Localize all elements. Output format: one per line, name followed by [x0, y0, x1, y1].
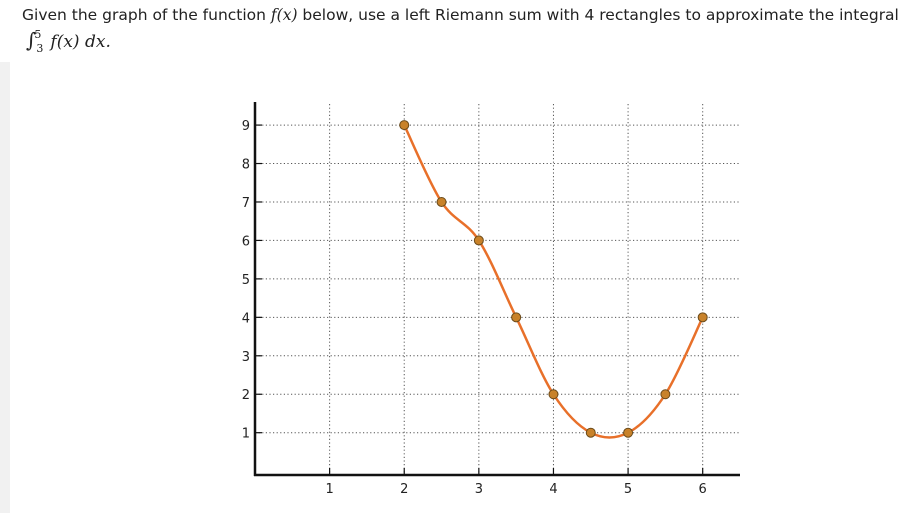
data-point: [623, 427, 634, 438]
curve-layer: [403, 124, 704, 439]
integral-upper-limit: 5: [34, 28, 42, 41]
y-tick-label: 8: [242, 158, 250, 173]
x-tick-label: 3: [475, 482, 483, 497]
data-point: [585, 427, 596, 438]
data-point: [399, 120, 410, 131]
integral-expression: ∫53 f(x) dx.: [26, 28, 111, 55]
data-point: [436, 196, 447, 207]
x-tick-label: 1: [325, 482, 333, 497]
data-point: [548, 389, 559, 400]
y-tick-label: 9: [242, 119, 250, 134]
function-curve: [403, 124, 704, 439]
x-tick-label: 5: [624, 482, 632, 497]
y-tick-label: 5: [242, 273, 250, 288]
y-tick-label: 1: [242, 427, 250, 442]
y-tick-label: 6: [242, 234, 250, 249]
tick-labels: 1 2 3 4 5 6 1 2 3 4 5 6 7 8 9: [242, 119, 707, 497]
integrand: f(x) dx.: [50, 32, 111, 52]
grid-lines: [255, 104, 740, 475]
tick-marks: [255, 124, 704, 475]
question-text: Given the graph of the function f(x) bel…: [22, 4, 902, 26]
x-tick-label: 6: [699, 482, 707, 497]
x-tick-label: 4: [549, 482, 557, 497]
y-tick-label: 7: [242, 196, 250, 211]
y-tick-label: 4: [242, 311, 250, 326]
data-points: [399, 120, 708, 438]
y-tick-label: 3: [242, 350, 250, 365]
y-tick-label: 2: [242, 388, 250, 403]
x-tick-label: 2: [400, 482, 408, 497]
integral-lower-limit: 3: [36, 42, 44, 55]
data-point: [697, 312, 708, 323]
question-text-before: Given the graph of the function: [22, 6, 271, 24]
data-point: [511, 312, 522, 323]
function-name: f(x): [270, 6, 298, 24]
axes: [253, 102, 740, 477]
data-point: [473, 235, 484, 246]
integral-sign: ∫: [26, 28, 37, 52]
data-point: [660, 389, 671, 400]
left-margin-bar: [0, 62, 10, 513]
question-text-after: below, use a left Riemann sum with 4 rec…: [297, 6, 899, 24]
